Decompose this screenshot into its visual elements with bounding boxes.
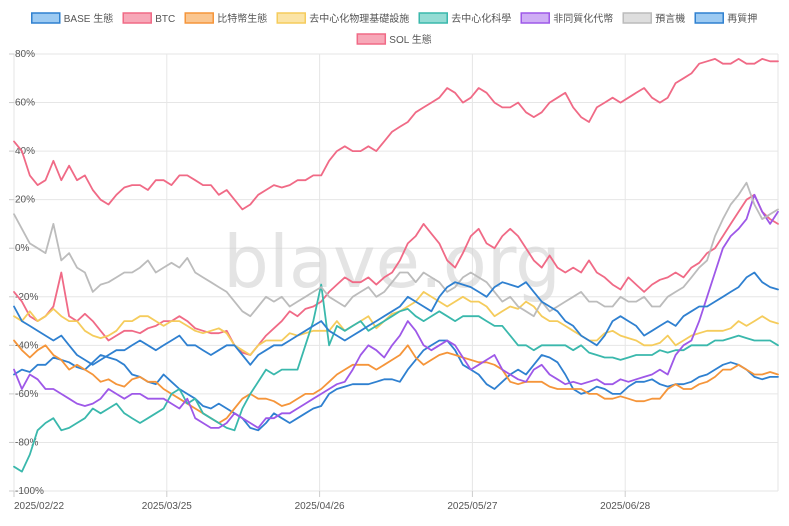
watermark: blave.org [223,220,561,304]
legend-label-7[interactable]: 再質押 [727,12,757,25]
x-tick-label: 2025/02/22 [14,501,64,512]
series-layer [13,58,779,473]
y-tick-label: -100% [15,486,44,497]
legend-swatch-7[interactable] [694,12,724,24]
legend-label-5[interactable]: 非同質化代幣 [553,12,613,25]
y-tick-label: -60% [15,389,38,400]
grid [13,53,779,492]
series-line-1 [13,193,779,356]
legend-label-3[interactable]: 去中心化物理基礎設施 [309,12,409,25]
legend-swatch-5[interactable] [520,12,550,24]
legend-swatch-8[interactable] [356,33,387,45]
legend-label-0[interactable]: BASE 生態 [64,12,113,25]
x-tick-label: 2025/03/25 [142,501,192,512]
series-line-7 [13,271,779,366]
x-tick-label: 2025/05/27 [447,501,497,512]
y-tick-label: 20% [15,195,35,206]
y-tick-label: -40% [15,340,38,351]
legend-label-2[interactable]: 比特幣生態 [217,12,267,25]
x-axis: 2025/02/22 2025/03/25 2025/04/26 2025/05/27… [13,491,651,512]
y-axis: 80% 60% 40% 20% 0% -20% -40% -60% -80% -100% [9,49,44,497]
legend-label-4[interactable]: 去中心化科學 [451,12,511,25]
y-tick-label: 60% [15,98,35,109]
legend-swatch-4[interactable] [418,12,448,24]
series-line-4 [13,283,779,473]
y-tick-label: 80% [15,49,35,60]
y-tick-label: 0% [15,243,30,254]
legend-label-1[interactable]: BTC [155,14,175,25]
legend-label-6[interactable]: 預言機 [655,12,685,25]
series-line-5 [13,193,779,429]
y-tick-label: -80% [15,437,38,448]
y-tick-label: -20% [15,292,38,303]
legend-swatch-3[interactable] [276,12,306,24]
legend-swatch-0[interactable] [31,12,61,24]
legend-swatch-2[interactable] [184,12,214,24]
x-tick-label: 2025/06/28 [600,501,650,512]
series-line-8 [13,58,779,211]
legend-swatch-1[interactable] [122,12,152,24]
legend: BASE 生態 BTC 比特幣生態 去中心化物理基礎設施 去中心化科學 非同質化代幣 預言機… [31,12,757,46]
series-line-3 [13,291,779,356]
y-tick-label: 40% [15,146,35,157]
series-line-2 [13,339,779,424]
legend-swatch-6[interactable] [622,12,652,24]
legend-label-8[interactable]: SOL 生態 [389,33,431,46]
x-tick-label: 2025/04/26 [295,501,345,512]
series-line-6 [13,181,779,318]
